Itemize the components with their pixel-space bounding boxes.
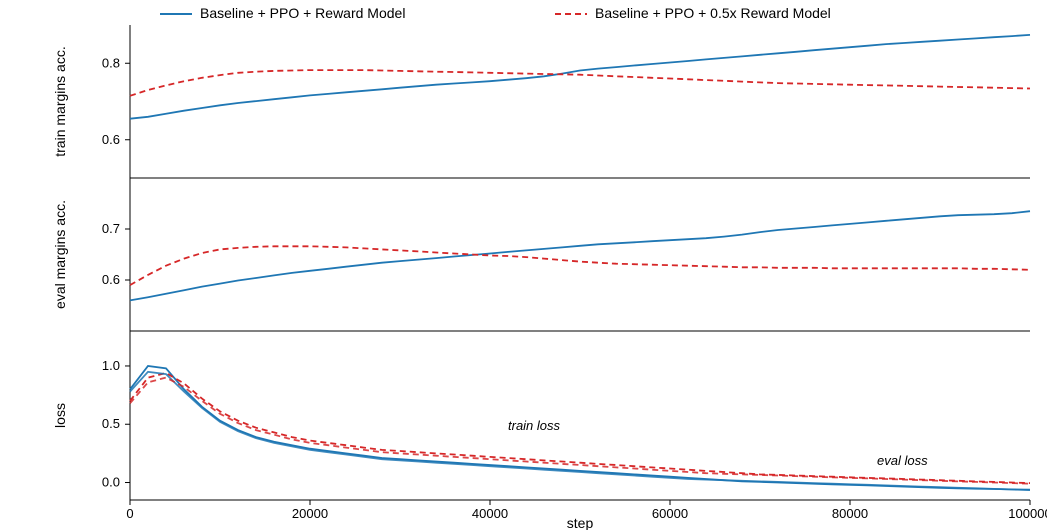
series-red	[130, 246, 1030, 285]
x-axis-label: step	[567, 515, 594, 530]
chart-container: 0.6 0.8 train margins acc. 0.6 0.7 eval margi…	[0, 0, 1047, 530]
chart-svg: 0.6 0.8 train margins acc. 0.6 0.7 eval margi…	[0, 0, 1047, 530]
y-axis-label: eval margins acc.	[52, 200, 68, 309]
series-blue	[130, 35, 1030, 119]
ytick-label: 0.5	[102, 416, 120, 431]
xtick-label: 60000	[652, 506, 688, 521]
series-blue	[130, 211, 1030, 300]
ytick-label: 0.8	[102, 55, 120, 70]
xtick-label: 40000	[472, 506, 508, 521]
annotation-label: eval loss	[877, 453, 928, 468]
xtick-label: 20000	[292, 506, 328, 521]
xtick-label: 0	[126, 506, 133, 521]
y-axis-label: train margins acc.	[52, 46, 68, 156]
annotation-label: train loss	[508, 418, 561, 433]
xtick-label: 80000	[832, 506, 868, 521]
ytick-label: 0.0	[102, 475, 120, 490]
legend-label: Baseline + PPO + Reward Model	[200, 5, 405, 21]
y-axis-label: loss	[52, 403, 68, 428]
ytick-label: 0.6	[102, 132, 120, 147]
ytick-label: 0.6	[102, 272, 120, 287]
series-red	[130, 70, 1030, 96]
xtick-label: 100000	[1008, 506, 1047, 521]
ytick-label: 0.7	[102, 221, 120, 236]
legend-label: Baseline + PPO + 0.5x Reward Model	[595, 5, 831, 21]
ytick-label: 1.0	[102, 358, 120, 373]
